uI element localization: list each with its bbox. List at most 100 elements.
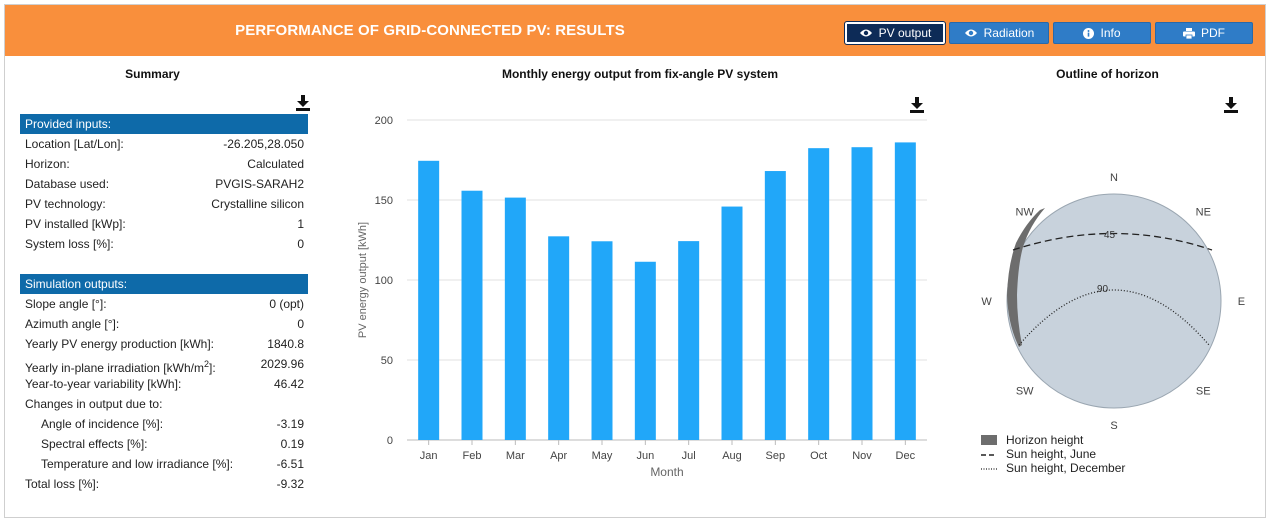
horizon-title: Outline of horizon xyxy=(1056,67,1159,81)
radiation-button[interactable]: Radiation xyxy=(949,22,1049,44)
pdf-button[interactable]: PDF xyxy=(1155,22,1253,44)
row-label: Location [Lat/Lon]: xyxy=(25,137,124,151)
sun-path-june xyxy=(1012,232,1213,251)
row-label: Total loss [%]: xyxy=(25,477,100,491)
x-tick-label: Feb xyxy=(463,450,482,462)
legend-swatch xyxy=(981,463,997,473)
table-row: PV technology: Crystalline silicon xyxy=(20,194,308,214)
download-icon[interactable] xyxy=(1223,97,1239,113)
x-tick-label: Dec xyxy=(896,450,916,462)
download-icon[interactable] xyxy=(295,95,311,111)
row-label: Slope angle [°]: xyxy=(25,297,107,311)
bar-sep xyxy=(764,171,786,440)
header-bar: PERFORMANCE OF GRID-CONNECTED PV: RESULT… xyxy=(5,5,1265,56)
info-icon xyxy=(1083,27,1095,39)
x-axis-label: Month xyxy=(650,465,683,479)
row-label: Database used: xyxy=(25,177,110,191)
y-tick-label: 100 xyxy=(375,275,393,287)
x-tick-label: May xyxy=(592,450,613,462)
row-label: Spectral effects [%]: xyxy=(41,437,148,451)
table-row: PV installed [kWp]: 1 xyxy=(20,214,308,234)
compass-label: NW xyxy=(1016,207,1035,219)
radiation-label: Radiation xyxy=(983,26,1035,40)
row-label: Year-to-year variability [kWh]: xyxy=(25,377,182,391)
legend-label: Horizon height xyxy=(1006,433,1084,447)
x-tick-label: Jan xyxy=(420,450,438,462)
pv-output-label: PV output xyxy=(878,26,932,40)
pv-output-button[interactable]: PV output xyxy=(844,21,946,45)
compass-label: E xyxy=(1238,296,1245,308)
y-tick-label: 0 xyxy=(387,435,393,447)
y-tick-label: 150 xyxy=(375,195,393,207)
legend-swatch xyxy=(981,449,997,459)
bar-nov xyxy=(851,147,873,440)
ring-label: 45 xyxy=(1104,230,1116,241)
y-tick-label: 50 xyxy=(381,355,393,367)
sky-dome xyxy=(1006,193,1222,409)
pdf-label: PDF xyxy=(1201,26,1225,40)
row-label: PV installed [kWp]: xyxy=(25,217,126,231)
x-tick-label: Aug xyxy=(722,450,742,462)
x-tick-label: Jun xyxy=(636,450,654,462)
bar-apr xyxy=(548,236,570,440)
bar-jul xyxy=(678,241,700,440)
table-row: Location [Lat/Lon]: -26.205,28.050 xyxy=(20,134,308,154)
x-tick-label: Nov xyxy=(852,450,872,462)
table-row: Total loss [%]: -9.32 xyxy=(20,474,308,494)
row-value: 0 xyxy=(297,317,304,331)
table-row: Yearly PV energy production [kWh]: 1840.8 xyxy=(20,334,308,354)
page-title: PERFORMANCE OF GRID-CONNECTED PV: RESULT… xyxy=(235,22,625,39)
row-value: -9.32 xyxy=(276,477,304,491)
print-icon xyxy=(1183,27,1195,39)
bar-aug xyxy=(721,206,743,440)
horizon-outline xyxy=(1007,208,1045,347)
row-value: PVGIS-SARAH2 xyxy=(215,177,304,191)
row-label: System loss [%]: xyxy=(25,237,114,251)
row-label: Temperature and low irradiance [%]: xyxy=(41,457,234,471)
compass-label: N xyxy=(1110,172,1118,184)
table-row: Database used: PVGIS-SARAH2 xyxy=(20,174,308,194)
compass-label: NE xyxy=(1196,207,1211,219)
row-value: 1 xyxy=(297,217,304,231)
row-value: 46.42 xyxy=(273,377,304,391)
table-row: System loss [%]: 0 xyxy=(20,234,308,254)
table-row: Angle of incidence [%]: -3.19 xyxy=(20,414,308,434)
x-tick-label: Oct xyxy=(810,450,827,462)
table-row: Spectral effects [%]: 0.19 xyxy=(20,434,308,454)
row-value: -26.205,28.050 xyxy=(223,137,304,151)
y-tick-label: 200 xyxy=(375,115,393,127)
compass-label: W xyxy=(981,296,992,308)
row-label: Yearly PV energy production [kWh]: xyxy=(25,337,214,351)
provided-inputs-heading: Provided inputs: xyxy=(20,114,308,134)
results-frame: PERFORMANCE OF GRID-CONNECTED PV: RESULT… xyxy=(4,4,1266,518)
bar-jan xyxy=(418,160,440,441)
bar-oct xyxy=(808,148,830,440)
info-label: Info xyxy=(1100,26,1121,40)
row-value: 1840.8 xyxy=(267,337,304,351)
x-tick-label: Apr xyxy=(550,450,567,462)
download-icon[interactable] xyxy=(909,97,925,113)
x-tick-label: Jul xyxy=(682,450,696,462)
row-value: -3.19 xyxy=(276,417,304,431)
simulation-outputs-heading: Simulation outputs: xyxy=(20,274,308,294)
bar-mar xyxy=(504,197,526,440)
legend-label: Sun height, June xyxy=(1006,447,1097,461)
row-value: 0 xyxy=(297,237,304,251)
x-tick-label: Mar xyxy=(506,450,525,462)
row-label: Horizon: xyxy=(25,157,70,171)
eye-icon xyxy=(859,28,873,38)
row-label: Changes in output due to: xyxy=(25,397,163,411)
info-button[interactable]: Info xyxy=(1053,22,1151,44)
bar-may xyxy=(591,241,613,440)
table-row: Temperature and low irradiance [%]: -6.51 xyxy=(20,454,308,474)
compass-label: S xyxy=(1110,420,1117,430)
chart-title: Monthly energy output from fix-angle PV … xyxy=(501,67,779,81)
horizon-plot: N NE E SE S SW W NW 45 90 xyxy=(981,172,1245,430)
row-label: Azimuth angle [°]: xyxy=(25,317,120,331)
bar-feb xyxy=(461,190,483,440)
row-label: Yearly in-plane irradiation [kWh/m2]: xyxy=(25,359,216,375)
legend-label: Sun height, December xyxy=(1006,461,1126,475)
row-value: 0.19 xyxy=(280,437,304,451)
y-axis-label: PV energy output [kWh] xyxy=(357,222,369,338)
row-value: 2029.96 xyxy=(260,357,304,371)
